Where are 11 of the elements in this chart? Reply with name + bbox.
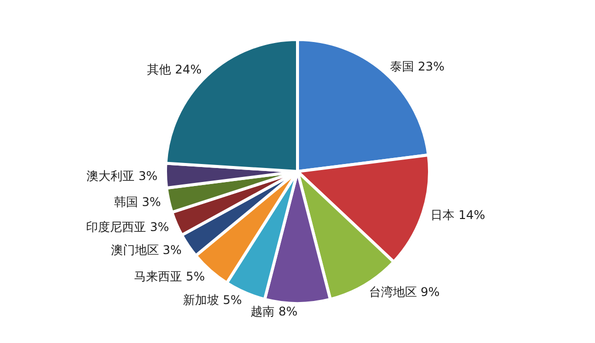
slice-label: 马来西亚 5% xyxy=(134,270,205,284)
slice-label: 泰国 23% xyxy=(390,59,445,74)
slice-label: 印度尼西亚 3% xyxy=(86,220,170,234)
slice-label: 越南 8% xyxy=(250,304,298,318)
slice-label: 澳门地区 3% xyxy=(110,243,182,258)
slice-label: 新加坡 5% xyxy=(183,292,242,307)
slice-label: 韩国 3% xyxy=(114,195,161,210)
slice-label: 台湾地区 9% xyxy=(368,285,440,300)
slice-label: 其他 24% xyxy=(147,62,202,76)
slice-label: 日本 14% xyxy=(430,208,486,222)
slice-label: 澳大利亚 3% xyxy=(86,168,158,183)
